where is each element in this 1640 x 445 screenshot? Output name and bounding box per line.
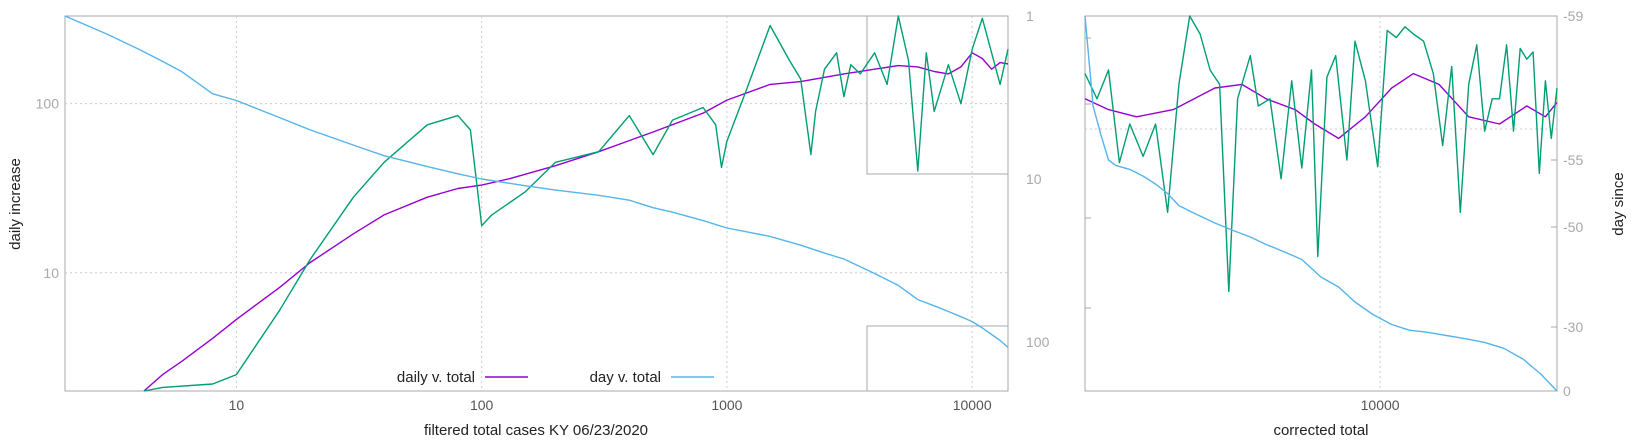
y2-tick-label-2: -55: [1563, 152, 1583, 168]
series-line-2-2: [1084, 15, 1558, 392]
series-group-2: [1084, 15, 1558, 392]
zoom-inset-lower: [866, 325, 1009, 392]
y-axis-label: daily increase: [7, 158, 24, 250]
x-tick-label: 10: [229, 397, 245, 413]
plot-frame-2: [1084, 15, 1558, 392]
zoom-inset-upper: [866, 15, 1009, 175]
series-group: [64, 15, 1009, 392]
x-tick-label-2: 10000: [1361, 397, 1400, 413]
series-line-1: [143, 15, 1009, 392]
y-tick-label: 100: [36, 96, 60, 112]
series-line-2: [64, 15, 1009, 348]
x-tick-label: 100: [470, 397, 494, 413]
y2-tick-label-2: -30: [1563, 319, 1583, 335]
y2-tick-label-2: -50: [1563, 219, 1583, 235]
grid-lines-2: [1085, 15, 1557, 392]
y2-tick-label: 1: [1026, 8, 1034, 24]
tick-labels: 10 100 1000 10000 10 100 1 10 100: [36, 8, 1050, 413]
x-tick-label: 1000: [711, 397, 742, 413]
legend-label-day-v-total: day v. total: [590, 369, 661, 386]
legend: daily v. total day v. total: [397, 369, 714, 386]
y2-axis-label-2: day since: [1610, 172, 1627, 235]
y2-tick-label-2: 0: [1563, 383, 1571, 399]
panel-corrected-total: 10000 -59 -55 -50 -30 0 corrected total day s…: [1084, 8, 1627, 439]
panel-filtered-total: 10 100 1000 10000 10 100 1 10 100 filtered total…: [7, 8, 1050, 439]
y2-tick-label: 100: [1026, 334, 1050, 350]
y2-tick-label-2: -59: [1563, 8, 1583, 24]
y2-tick-label: 10: [1026, 171, 1042, 187]
plot-frame: [64, 15, 1009, 392]
y-tick-label: 10: [43, 265, 59, 281]
tick-labels-2: 10000 -59 -55 -50 -30 0: [1361, 8, 1584, 413]
x-axis-label-2: corrected total: [1273, 422, 1368, 439]
series-line-2-1: [1084, 15, 1558, 293]
grid-lines: [65, 16, 1008, 391]
series-line-0: [143, 52, 1009, 392]
x-tick-label: 10000: [953, 397, 992, 413]
x-axis-label: filtered total cases KY 06/23/2020: [424, 422, 648, 439]
series-line-2-0: [1084, 72, 1558, 140]
zoom-insets: [866, 15, 1009, 392]
legend-label-daily-v-total: daily v. total: [397, 369, 475, 386]
